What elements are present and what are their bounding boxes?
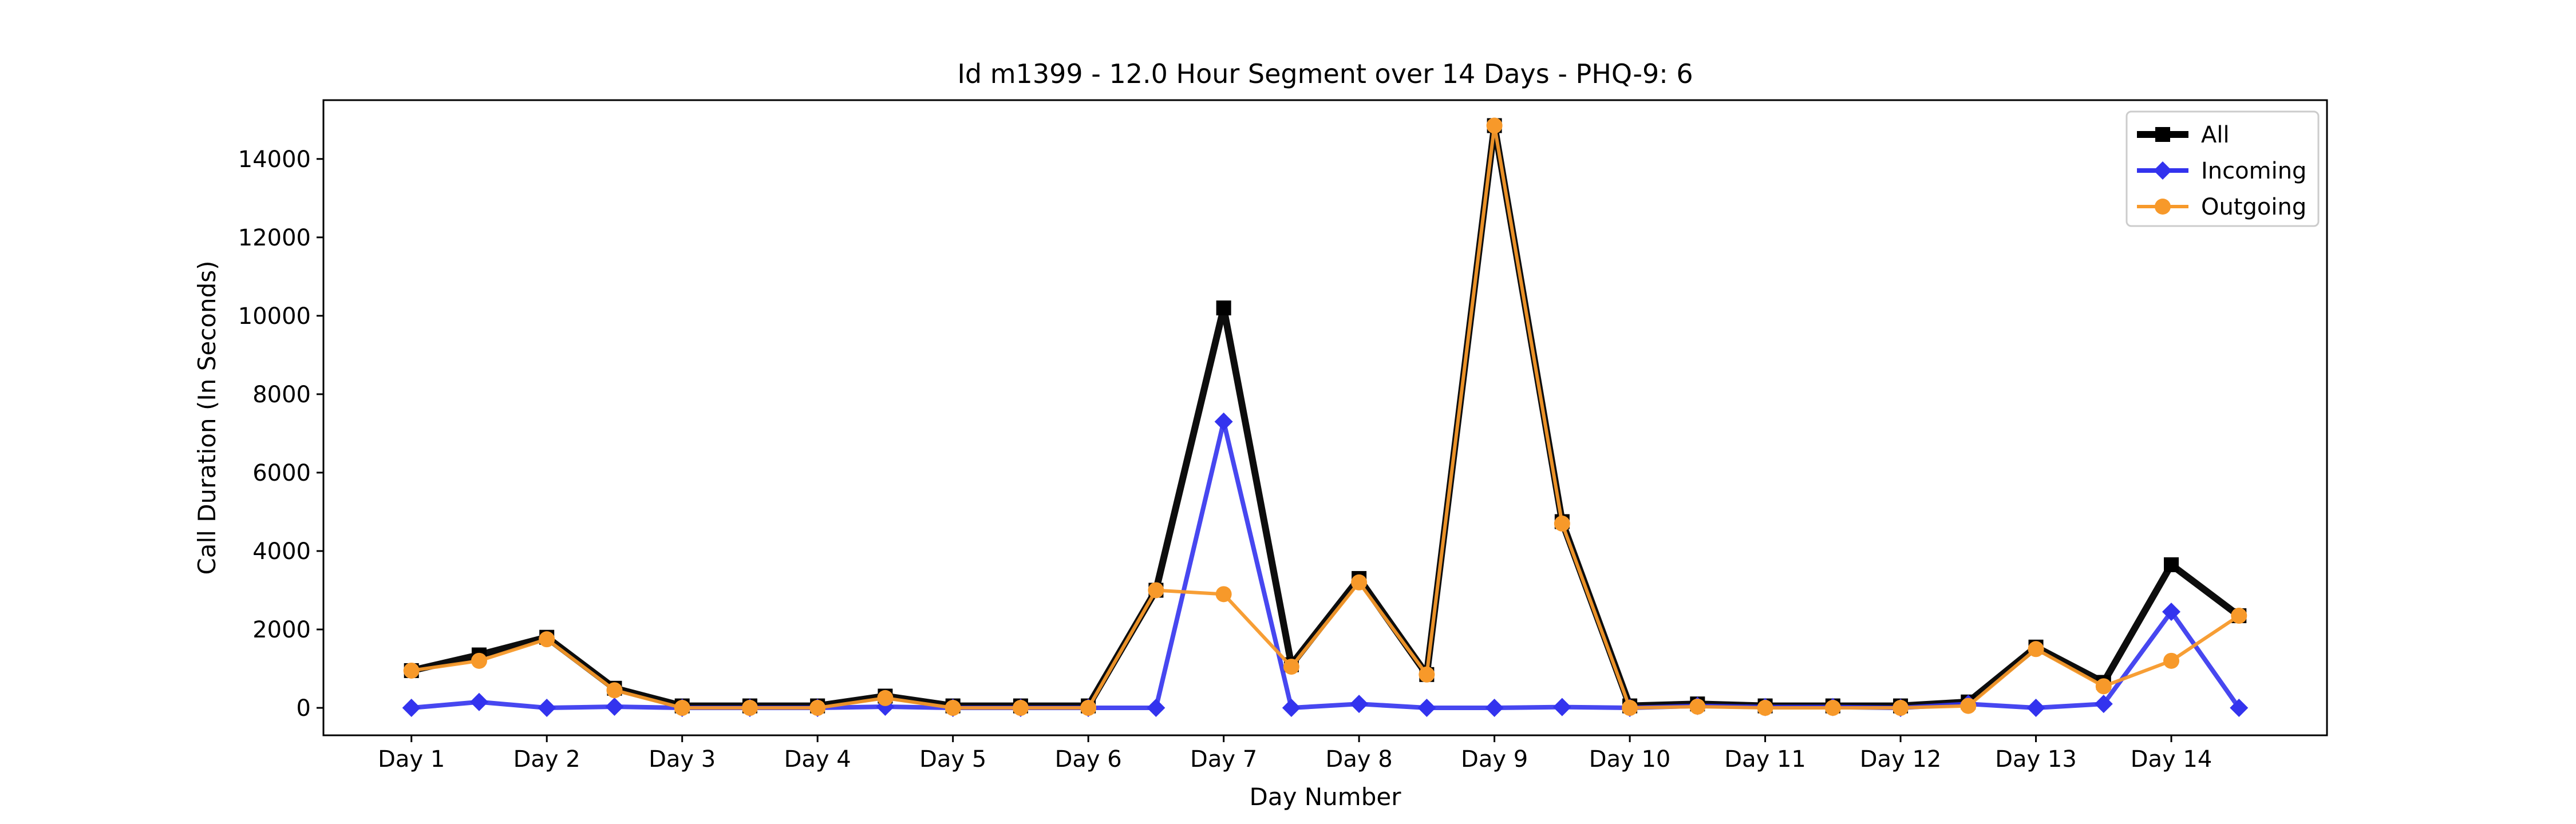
plot-frame (322, 99, 2328, 736)
legend-marker-outgoing (2155, 199, 2171, 215)
data-point-incoming (1147, 699, 1165, 718)
data-point-outgoing (2163, 652, 2180, 669)
data-point-outgoing (1824, 700, 1841, 716)
y-tick-label: 8000 (252, 382, 311, 408)
data-point-incoming (605, 697, 624, 716)
data-point-outgoing (1283, 659, 1299, 675)
data-point-outgoing (1554, 516, 1570, 532)
data-point-outgoing (2028, 641, 2044, 657)
x-tick-label: Day 1 (378, 746, 445, 772)
series-incoming (402, 412, 2249, 718)
y-tick-label: 12000 (238, 225, 311, 251)
series-line-all (410, 122, 2241, 710)
data-point-outgoing (1419, 666, 1435, 683)
x-tick-label: Day 14 (2131, 746, 2212, 772)
data-point-outgoing (1148, 582, 1164, 599)
x-tick-label: Day 5 (919, 746, 986, 772)
data-point-outgoing (471, 652, 487, 669)
x-tick-label: Day 11 (1724, 746, 1806, 772)
x-tick-label: Day 6 (1055, 746, 1122, 772)
data-point-outgoing (1960, 698, 1977, 714)
x-tick-label: Day 3 (649, 746, 716, 772)
data-point-outgoing (403, 662, 420, 679)
y-tick-label: 14000 (238, 146, 311, 173)
data-point-outgoing (945, 700, 961, 716)
data-point-outgoing (1757, 700, 1773, 716)
x-axis-label: Day Number (1249, 783, 1401, 811)
data-point-incoming (1485, 699, 1504, 718)
data-point-outgoing (1486, 117, 1503, 134)
legend: All Incoming Outgoing (2125, 110, 2320, 227)
y-tick-label: 0 (297, 695, 311, 722)
data-point-incoming (538, 699, 556, 718)
legend-marker-all (2155, 127, 2170, 142)
data-point-incoming (469, 692, 488, 711)
series-line-incoming (411, 419, 2241, 711)
legend-label-incoming: Incoming (2201, 158, 2306, 184)
data-point-incoming (1417, 699, 1436, 718)
data-point-outgoing (1215, 586, 1232, 603)
legend-label-all: All (2201, 122, 2230, 148)
data-point-incoming (1350, 695, 1369, 714)
data-point-incoming (1214, 412, 1233, 431)
x-tick-label: Day 9 (1461, 746, 1528, 772)
data-point-outgoing (1012, 700, 1029, 716)
y-axis-label: Call Duration (In Seconds) (193, 260, 221, 575)
data-point-outgoing (1351, 574, 1368, 591)
data-point-outgoing (1689, 698, 1706, 715)
x-tick-label: Day 10 (1589, 746, 1671, 772)
data-point-outgoing (1622, 700, 1638, 716)
data-point-all (1216, 300, 1231, 316)
legend-marker-incoming (2154, 161, 2172, 180)
data-point-incoming (402, 699, 421, 718)
data-point-outgoing (741, 700, 758, 716)
x-tick-label: Day 12 (1860, 746, 1942, 772)
series-line-outgoing (411, 124, 2240, 710)
data-point-outgoing (539, 631, 555, 648)
data-point-incoming (1552, 698, 1571, 716)
y-tick-label: 4000 (252, 538, 311, 565)
data-point-outgoing (1080, 700, 1097, 716)
legend-box (2125, 110, 2320, 227)
data-point-outgoing (809, 700, 826, 716)
data-point-all (2164, 557, 2179, 572)
data-point-outgoing (1893, 700, 1909, 716)
x-tick-label: Day 4 (784, 746, 851, 772)
data-point-outgoing (877, 690, 894, 706)
data-point-outgoing (2095, 678, 2112, 695)
y-tick-label: 10000 (238, 303, 311, 330)
data-point-outgoing (2231, 608, 2247, 624)
chart-title: Id m1399 - 12.0 Hour Segment over 14 Day… (957, 58, 1693, 89)
data-point-outgoing (674, 700, 690, 716)
data-point-incoming (2026, 699, 2045, 718)
y-tick-label: 6000 (252, 460, 311, 486)
data-point-incoming (2162, 603, 2181, 621)
x-tick-label: Day 13 (1995, 746, 2077, 772)
series-outgoing (403, 117, 2247, 716)
y-tick-label: 2000 (252, 617, 311, 643)
data-point-incoming (2094, 695, 2113, 714)
data-point-incoming (2230, 699, 2249, 718)
x-tick-label: Day 7 (1190, 746, 1257, 772)
x-tick-label: Day 2 (513, 746, 580, 772)
data-point-incoming (1282, 699, 1301, 718)
legend-label-outgoing: Outgoing (2201, 194, 2306, 220)
x-tick-label: Day 8 (1326, 746, 1393, 772)
data-point-outgoing (606, 682, 623, 699)
